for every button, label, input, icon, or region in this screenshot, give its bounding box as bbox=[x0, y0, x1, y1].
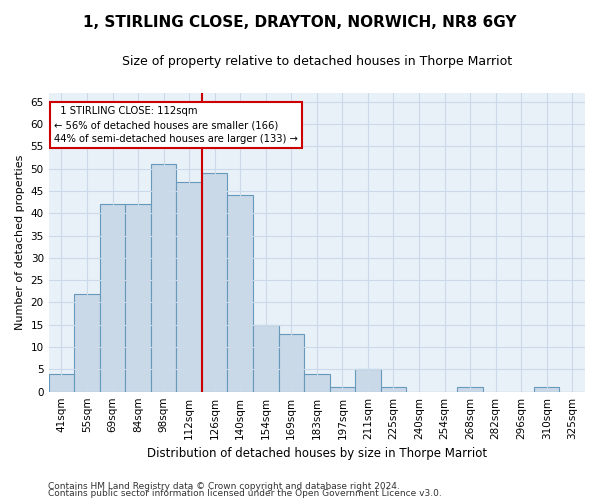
Bar bbox=[202, 173, 227, 392]
Bar bbox=[304, 374, 329, 392]
Y-axis label: Number of detached properties: Number of detached properties bbox=[15, 154, 25, 330]
Bar bbox=[534, 387, 559, 392]
Bar bbox=[151, 164, 176, 392]
Text: Contains public sector information licensed under the Open Government Licence v3: Contains public sector information licen… bbox=[48, 489, 442, 498]
Bar bbox=[329, 387, 355, 392]
Bar bbox=[100, 204, 125, 392]
Bar bbox=[74, 294, 100, 392]
Bar bbox=[355, 370, 380, 392]
Bar bbox=[380, 387, 406, 392]
Text: 1 STIRLING CLOSE: 112sqm
← 56% of detached houses are smaller (166)
44% of semi-: 1 STIRLING CLOSE: 112sqm ← 56% of detach… bbox=[54, 106, 298, 144]
Bar bbox=[227, 196, 253, 392]
Bar bbox=[125, 204, 151, 392]
Text: Contains HM Land Registry data © Crown copyright and database right 2024.: Contains HM Land Registry data © Crown c… bbox=[48, 482, 400, 491]
Bar bbox=[278, 334, 304, 392]
Bar bbox=[49, 374, 74, 392]
Bar bbox=[176, 182, 202, 392]
X-axis label: Distribution of detached houses by size in Thorpe Marriot: Distribution of detached houses by size … bbox=[147, 447, 487, 460]
Text: 1, STIRLING CLOSE, DRAYTON, NORWICH, NR8 6GY: 1, STIRLING CLOSE, DRAYTON, NORWICH, NR8… bbox=[83, 15, 517, 30]
Bar bbox=[457, 387, 483, 392]
Bar bbox=[253, 325, 278, 392]
Title: Size of property relative to detached houses in Thorpe Marriot: Size of property relative to detached ho… bbox=[122, 55, 512, 68]
